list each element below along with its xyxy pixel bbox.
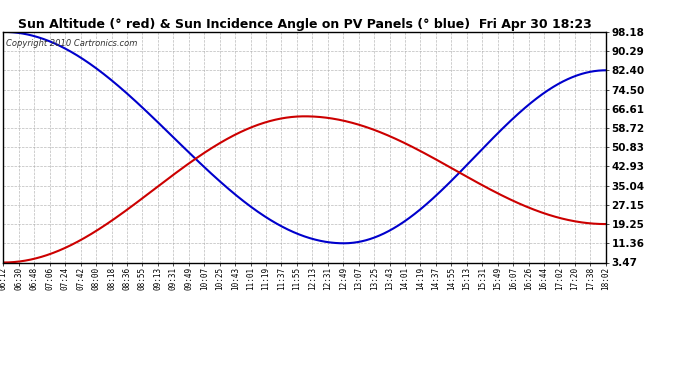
Title: Sun Altitude (° red) & Sun Incidence Angle on PV Panels (° blue)  Fri Apr 30 18:: Sun Altitude (° red) & Sun Incidence Ang… xyxy=(18,18,591,31)
Text: Copyright 2010 Cartronics.com: Copyright 2010 Cartronics.com xyxy=(6,39,138,48)
